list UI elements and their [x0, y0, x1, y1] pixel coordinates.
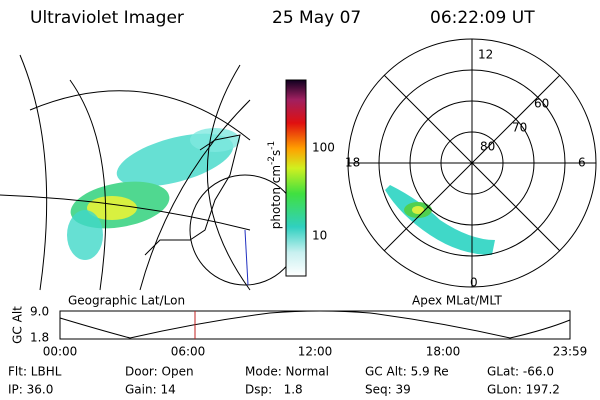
colorbar-label: photon cm-2s-1 [267, 141, 283, 230]
exp: -1 [267, 141, 277, 150]
info-field: GLat: -66.0 [487, 365, 554, 379]
geographic-map [0, 54, 301, 291]
colorbar [285, 79, 307, 277]
timeline-title: Geographic Lat/Lon [68, 294, 185, 308]
y-label: 9.0 [30, 305, 49, 319]
timeline-title: Apex MLat/MLT [412, 294, 502, 308]
altitude-curve [59, 310, 571, 339]
time-label: 06:00 [171, 345, 206, 359]
exp: -2 [267, 156, 277, 165]
date: 25 May 07 [272, 8, 361, 28]
mlt-label: 0 [470, 276, 478, 290]
time-label: 00:00 [43, 345, 78, 359]
info-field: IP: 36.0 [8, 383, 53, 397]
lat-label: 60 [534, 97, 549, 111]
y-label: 1.8 [30, 331, 49, 345]
info-field: GLon: 197.2 [487, 383, 560, 397]
mlt-label: 12 [478, 48, 493, 62]
unit: photon cm [269, 165, 283, 229]
time-label: 18:00 [426, 345, 461, 359]
info-field: Flt: LBHL [8, 365, 62, 379]
info-field: Mode: Normal [245, 365, 329, 379]
info-field: GC Alt: 5.9 Re [365, 365, 449, 379]
mlt-label: 18 [345, 156, 360, 170]
time: 06:22:09 UT [430, 8, 535, 28]
mlt-label: 6 [578, 156, 586, 170]
polar-plot [347, 38, 597, 288]
unit: s [269, 150, 283, 156]
axis-label: GC Alt [11, 306, 25, 344]
colorbar-tick: 100 [312, 141, 335, 155]
colorbar-tick: 10 [312, 229, 327, 243]
lat-label: 80 [480, 140, 495, 154]
time-label: 12:00 [298, 345, 333, 359]
info-field: Gain: 14 [125, 383, 176, 397]
time-label: 23:59 [553, 345, 588, 359]
info-field: Door: Open [125, 365, 194, 379]
info-field: Seq: 39 [365, 383, 411, 397]
info-field: Dsp: 1.8 [245, 383, 303, 397]
title: Ultraviolet Imager [30, 8, 184, 28]
lat-label: 70 [512, 121, 527, 135]
